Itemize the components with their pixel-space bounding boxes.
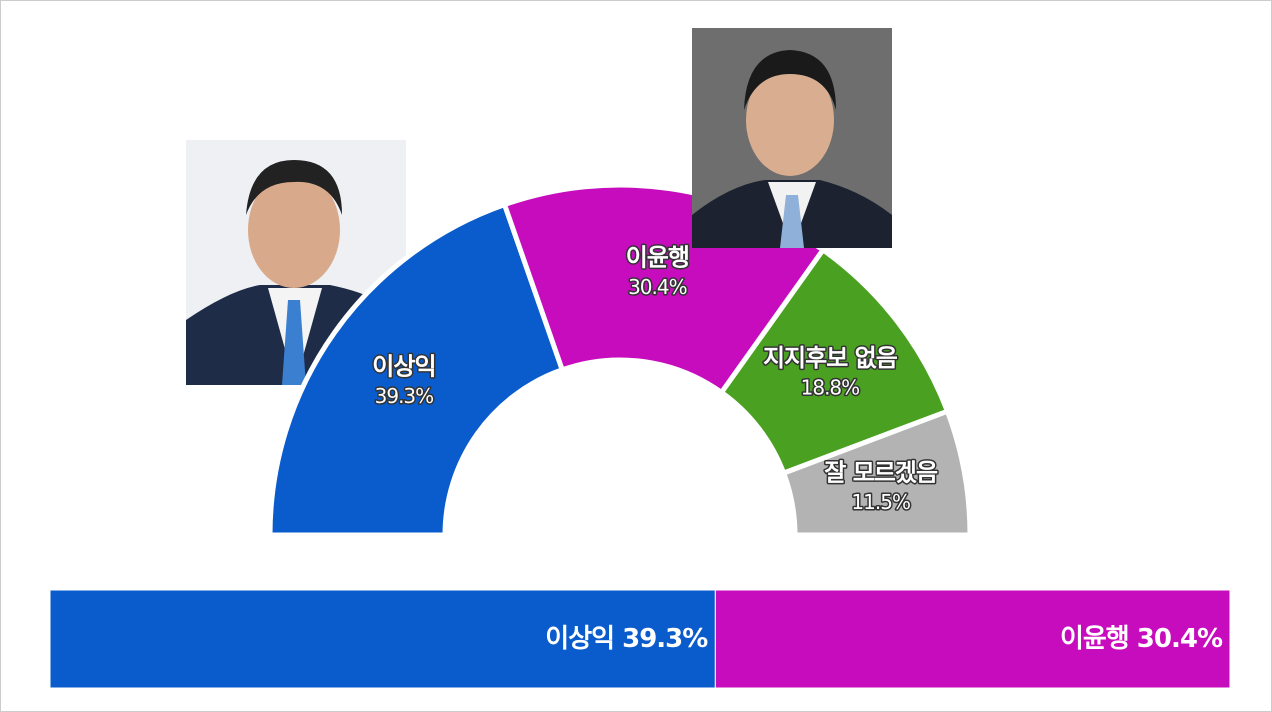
candidate-photo <box>692 28 892 248</box>
bar-label-name: 이상익 <box>545 624 614 654</box>
segment-name: 이상익 <box>372 353 435 381</box>
bar-label: 이상익 39.3% <box>545 624 708 654</box>
segment-name: 이윤행 <box>626 244 689 272</box>
segment-value: 39.3% <box>375 384 434 408</box>
segment-name: 지지후보 없음 <box>763 344 898 372</box>
segment-value: 18.8% <box>801 376 860 400</box>
bar-label-value: 30.4% <box>1137 624 1223 654</box>
chart: 이상익 39.3% 이윤행 30.4% 지지후보 없음 18.8% 잘 모르겠음 11.5% 이… <box>0 0 1272 712</box>
segment-value: 11.5% <box>851 490 910 514</box>
bar-label-name: 이윤행 <box>1060 624 1129 654</box>
bar-label-value: 39.3% <box>622 624 708 654</box>
bar-label: 이윤행 30.4% <box>1060 624 1223 654</box>
segment-name: 잘 모르겠음 <box>824 458 938 486</box>
segment-value: 30.4% <box>628 275 687 299</box>
